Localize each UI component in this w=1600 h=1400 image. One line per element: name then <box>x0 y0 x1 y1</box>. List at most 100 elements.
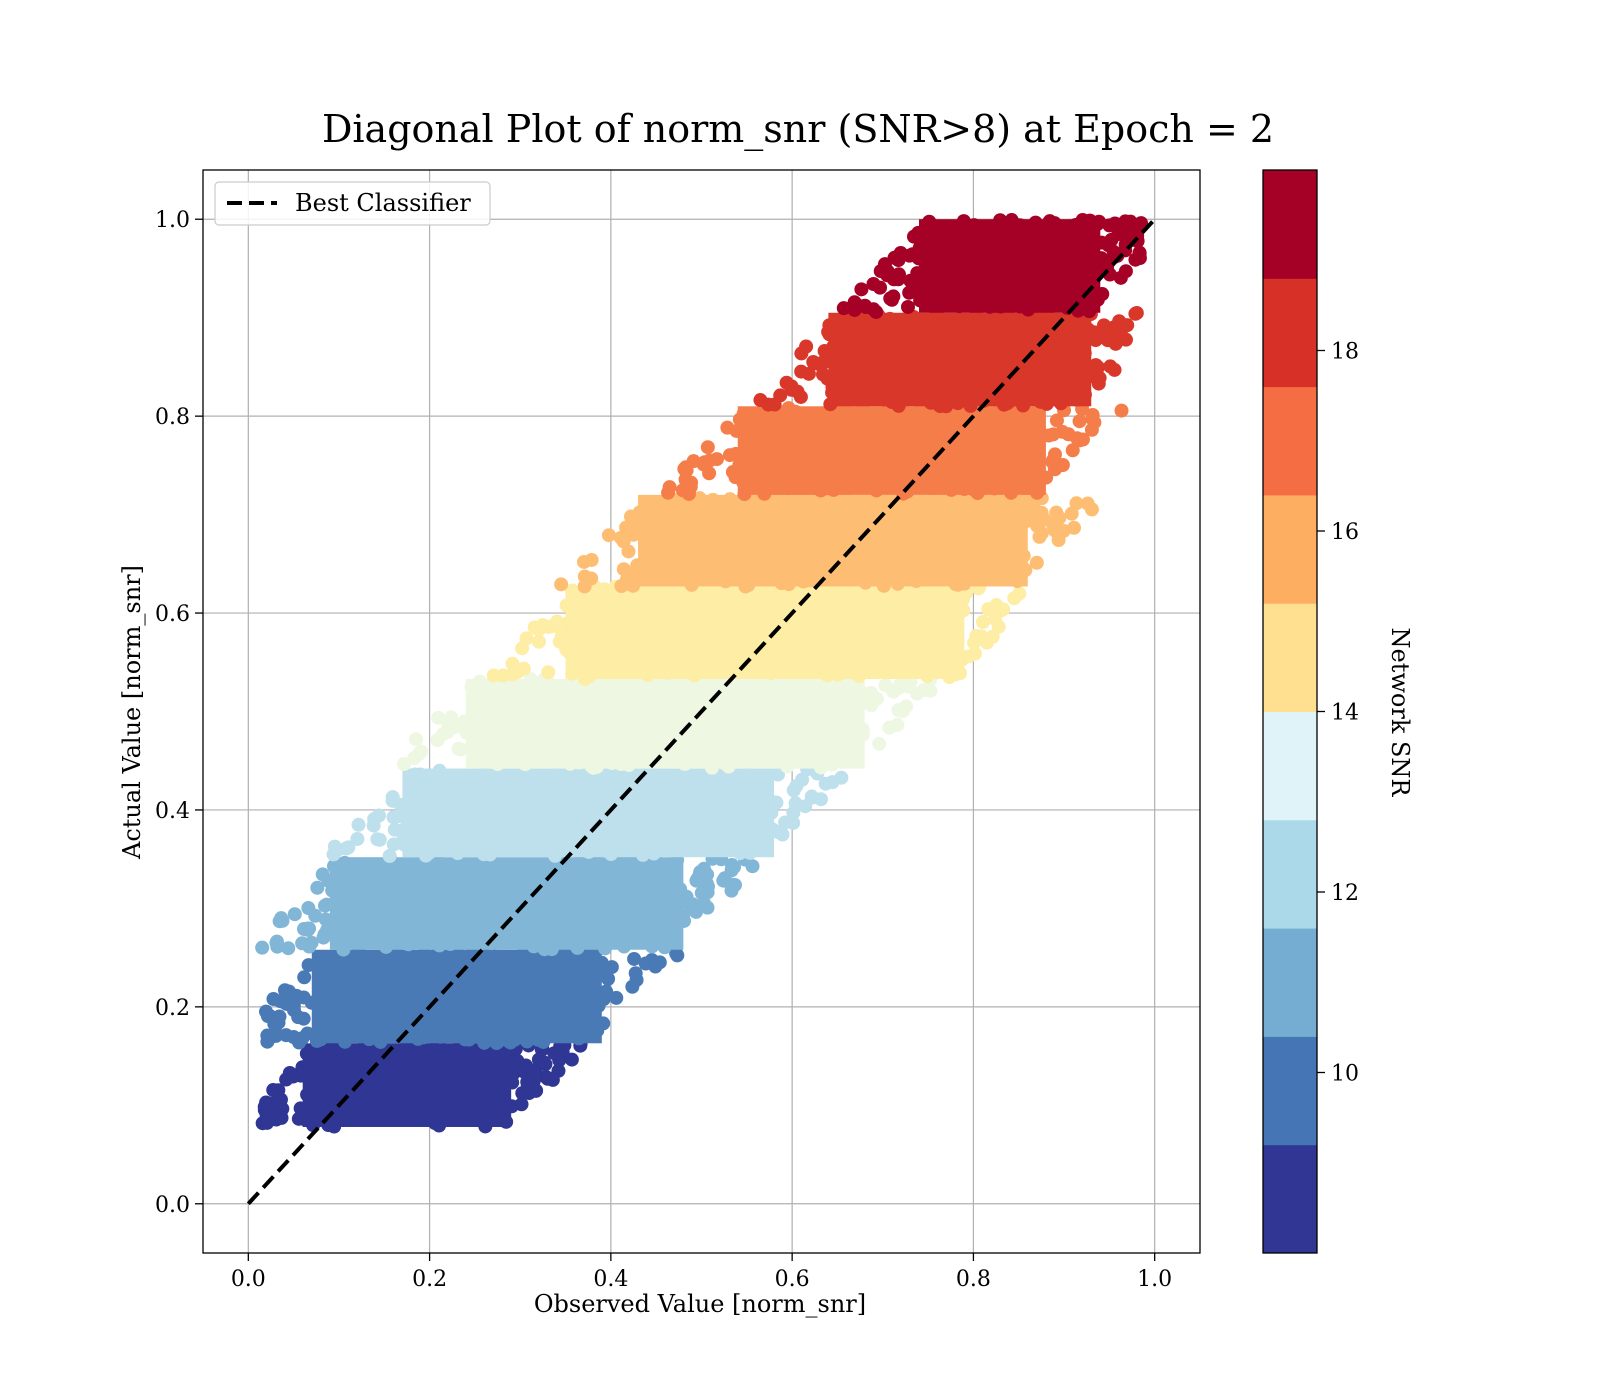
scatter-point <box>686 454 701 469</box>
scatter-point <box>901 679 916 694</box>
series-band <box>326 761 849 863</box>
scatter-point <box>627 951 642 966</box>
scatter-point <box>385 793 400 808</box>
scatter-point <box>700 440 715 455</box>
scatter-point <box>301 901 316 916</box>
series-band-core <box>465 679 865 769</box>
scatter-point <box>538 1057 553 1072</box>
scatter-point <box>598 968 613 983</box>
scatter-point <box>1012 586 1027 601</box>
scatter-point <box>795 772 810 787</box>
y-axis-label: Actual Value [norm_snr] <box>118 565 146 860</box>
scatter-point <box>1067 520 1082 535</box>
series-band-core <box>311 949 602 1044</box>
scatter-point <box>341 840 356 855</box>
scatter-point <box>968 646 983 661</box>
scatter-point <box>623 566 638 581</box>
scatter-point <box>386 837 401 852</box>
scatter-point <box>528 1083 543 1098</box>
scatter-point <box>700 900 715 915</box>
scatter-point <box>836 301 851 316</box>
scatter-point <box>544 619 559 634</box>
scatter-point <box>685 897 700 912</box>
scatter-point <box>775 827 790 842</box>
scatter-point <box>1084 422 1099 437</box>
scatter-point <box>788 796 803 811</box>
x-tick-label: 0.8 <box>956 1267 991 1292</box>
scatter-point <box>767 397 782 412</box>
scatter-point <box>1047 523 1062 538</box>
best-classifier-line <box>246 217 1157 1206</box>
scatter-point <box>318 912 333 927</box>
scatter-point <box>917 683 932 698</box>
scatter-point <box>784 379 799 394</box>
scatter-point <box>700 885 715 900</box>
scatter-point <box>259 1004 274 1019</box>
scatter-point <box>786 815 801 830</box>
scatter-point <box>794 346 809 361</box>
colorbar-segment <box>1263 494 1317 604</box>
scatter-point <box>1065 443 1080 458</box>
colorbar-segment <box>1263 170 1317 279</box>
y-tick-label: 0.6 <box>155 602 190 627</box>
scatter-point <box>1034 505 1049 520</box>
scatter-point <box>271 1083 286 1098</box>
scatter-point <box>976 615 991 630</box>
scatter-point <box>1080 496 1095 511</box>
scatter-point <box>872 736 887 751</box>
scatter-point <box>899 699 914 714</box>
scatter-point <box>271 1015 286 1030</box>
colorbar-tick-label: 18 <box>1331 340 1359 365</box>
scatter-point <box>601 528 616 543</box>
y-tick-label: 0.8 <box>155 405 190 430</box>
x-tick-label: 1.0 <box>1137 1267 1172 1292</box>
scatter-point <box>269 935 284 950</box>
scatter-point <box>431 710 446 725</box>
scatter-point <box>993 603 1008 618</box>
series-band-core <box>919 219 1101 313</box>
y-axis: 0.0 0.2 0.4 0.6 0.8 1.0 <box>155 208 203 1218</box>
scatter-point <box>981 602 996 617</box>
scatter-point <box>1088 333 1103 348</box>
scatter-point <box>613 530 628 545</box>
colorbar-ticks: 10 12 14 16 18 <box>1317 340 1359 1087</box>
colorbar-segment <box>1263 1036 1317 1146</box>
scatter-point <box>1091 376 1106 391</box>
scatter-point <box>286 1030 301 1045</box>
scatter-point <box>889 250 904 265</box>
scatter-point <box>1085 407 1100 422</box>
scatter-point <box>621 544 636 559</box>
scatter-point <box>891 272 906 287</box>
scatter-point <box>261 1112 276 1127</box>
scatter-point <box>265 1029 280 1044</box>
scatter-point <box>531 634 546 649</box>
scatter-point <box>1052 510 1067 525</box>
scatter-point <box>684 475 699 490</box>
scatter-point <box>1132 245 1147 260</box>
series-band <box>486 579 1027 686</box>
plot-frame <box>202 169 1201 1254</box>
scatter-point <box>291 1111 306 1126</box>
scatter-point <box>722 448 737 463</box>
scatter-point <box>295 936 310 951</box>
series-band-core <box>329 857 684 950</box>
x-axis: 0.0 0.2 0.4 0.6 0.8 1.0 <box>231 1253 1172 1292</box>
scatter-point <box>281 941 296 956</box>
scatter-point <box>1113 270 1128 285</box>
scatter-point <box>1122 215 1137 230</box>
scatter-point <box>436 727 451 742</box>
scatter-point <box>297 970 312 985</box>
scatter-point <box>327 839 342 854</box>
scatter-point <box>702 453 717 468</box>
y-tick-label: 0.0 <box>155 1193 190 1218</box>
scatter-point <box>753 393 768 408</box>
scatter-point <box>554 577 569 592</box>
scatter-point <box>310 880 325 895</box>
scatter-point <box>854 282 869 297</box>
y-tick-label: 0.4 <box>155 799 190 824</box>
colorbar-tick-label: 16 <box>1331 520 1359 545</box>
scatter-point <box>317 927 332 942</box>
scatter-point <box>609 990 624 1005</box>
scatter-point <box>900 299 915 314</box>
